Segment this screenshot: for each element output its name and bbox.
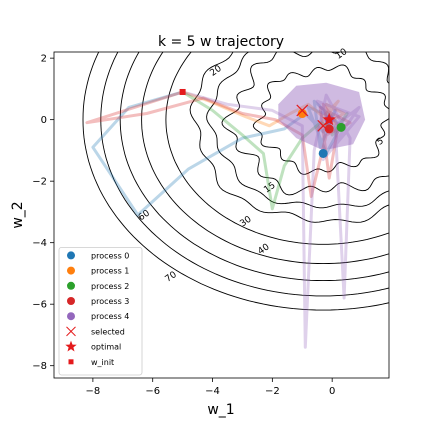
final-point-process-2 (336, 122, 346, 132)
legend-marker-circle (67, 251, 75, 260)
trajectory-process-0 (91, 90, 343, 217)
legend-item: process 0 (67, 251, 129, 260)
contour-label: 5 (375, 136, 385, 147)
legend-item: w_init (68, 358, 114, 367)
y-axis-label: w_2 (10, 201, 26, 228)
legend-marker-circle (67, 281, 75, 290)
contour-level-15 (206, 52, 389, 209)
x-tick-label: −8 (86, 386, 101, 397)
contour-level-40 (141, 52, 389, 265)
legend: process 0 process 1 process 2 process 3 proc… (58, 246, 143, 376)
x-tick-label: −2 (265, 386, 280, 397)
y-tick-label: 0 (41, 115, 47, 126)
legend-label: process 2 (91, 282, 129, 291)
y-tick-label: −4 (32, 238, 47, 249)
contour-label: 10 (334, 47, 349, 62)
chart-title: k = 5 w trajectory (158, 34, 284, 50)
y-axis: −8 −6 −4 −2 0 2 (32, 54, 54, 372)
y-tick-label: −6 (32, 300, 47, 311)
contour-level-60 (100, 52, 389, 297)
final-point-process-3 (324, 124, 334, 134)
legend-item: process 2 (67, 281, 129, 291)
trajectory-process-4 (182, 90, 361, 349)
cluster-region (278, 82, 366, 151)
contour-label: 30 (238, 214, 253, 229)
plot-frame (53, 51, 390, 379)
legend-item: optimal (65, 340, 121, 352)
legend-label: process 4 (91, 312, 129, 321)
x-tick-label: −6 (145, 386, 160, 397)
legend-label: w_init (91, 358, 114, 367)
x-tick-label: −4 (205, 386, 220, 397)
legend-marker-star (65, 340, 77, 352)
optimal-marker (322, 112, 336, 126)
markers (179, 88, 346, 158)
legend-box (58, 246, 143, 376)
legend-marker-circle (67, 312, 75, 321)
w-init-marker (179, 88, 186, 95)
trajectories (85, 82, 366, 349)
y-tick-label: −2 (32, 177, 47, 188)
contour-level-50 (119, 52, 389, 282)
contour-level-70 (82, 52, 389, 311)
legend-label: process 3 (91, 297, 129, 306)
final-point-process-1 (297, 109, 307, 119)
contour-label: 20 (209, 64, 224, 79)
contour-level-30 (165, 52, 389, 245)
legend-marker-circle (67, 297, 75, 305)
contour-level-5 (252, 64, 389, 175)
x-axis-label: w_1 (207, 402, 234, 418)
contour-level-20 (189, 52, 389, 223)
contour-level-10 (221, 52, 389, 196)
contour-label: 40 (256, 242, 271, 257)
legend-marker-x (66, 326, 76, 337)
legend-label: selected (91, 327, 125, 336)
legend-label: process 0 (91, 251, 129, 260)
trajectory-process-3 (85, 90, 352, 198)
legend-item: process 1 (67, 266, 129, 276)
final-point-process-0 (318, 148, 328, 158)
legend-marker-circle (67, 266, 75, 275)
x-axis: −8 −6 −4 −2 0 (86, 378, 335, 397)
contour-label: 70 (164, 270, 179, 285)
legend-marker-square (68, 359, 74, 365)
trajectory-process-1 (182, 90, 346, 131)
contour-lines (82, 52, 389, 311)
selected-marker (296, 104, 309, 117)
legend-item: process 4 (67, 312, 129, 321)
legend-item: selected (66, 326, 125, 337)
legend-item: process 3 (67, 297, 129, 306)
legend-label: optimal (91, 343, 121, 352)
legend-label: process 1 (91, 267, 129, 276)
y-tick-label: 2 (41, 54, 47, 65)
trajectory-process-2 (181, 90, 349, 211)
y-tick-label: −8 (32, 361, 47, 372)
x-tick-label: 0 (329, 386, 335, 397)
